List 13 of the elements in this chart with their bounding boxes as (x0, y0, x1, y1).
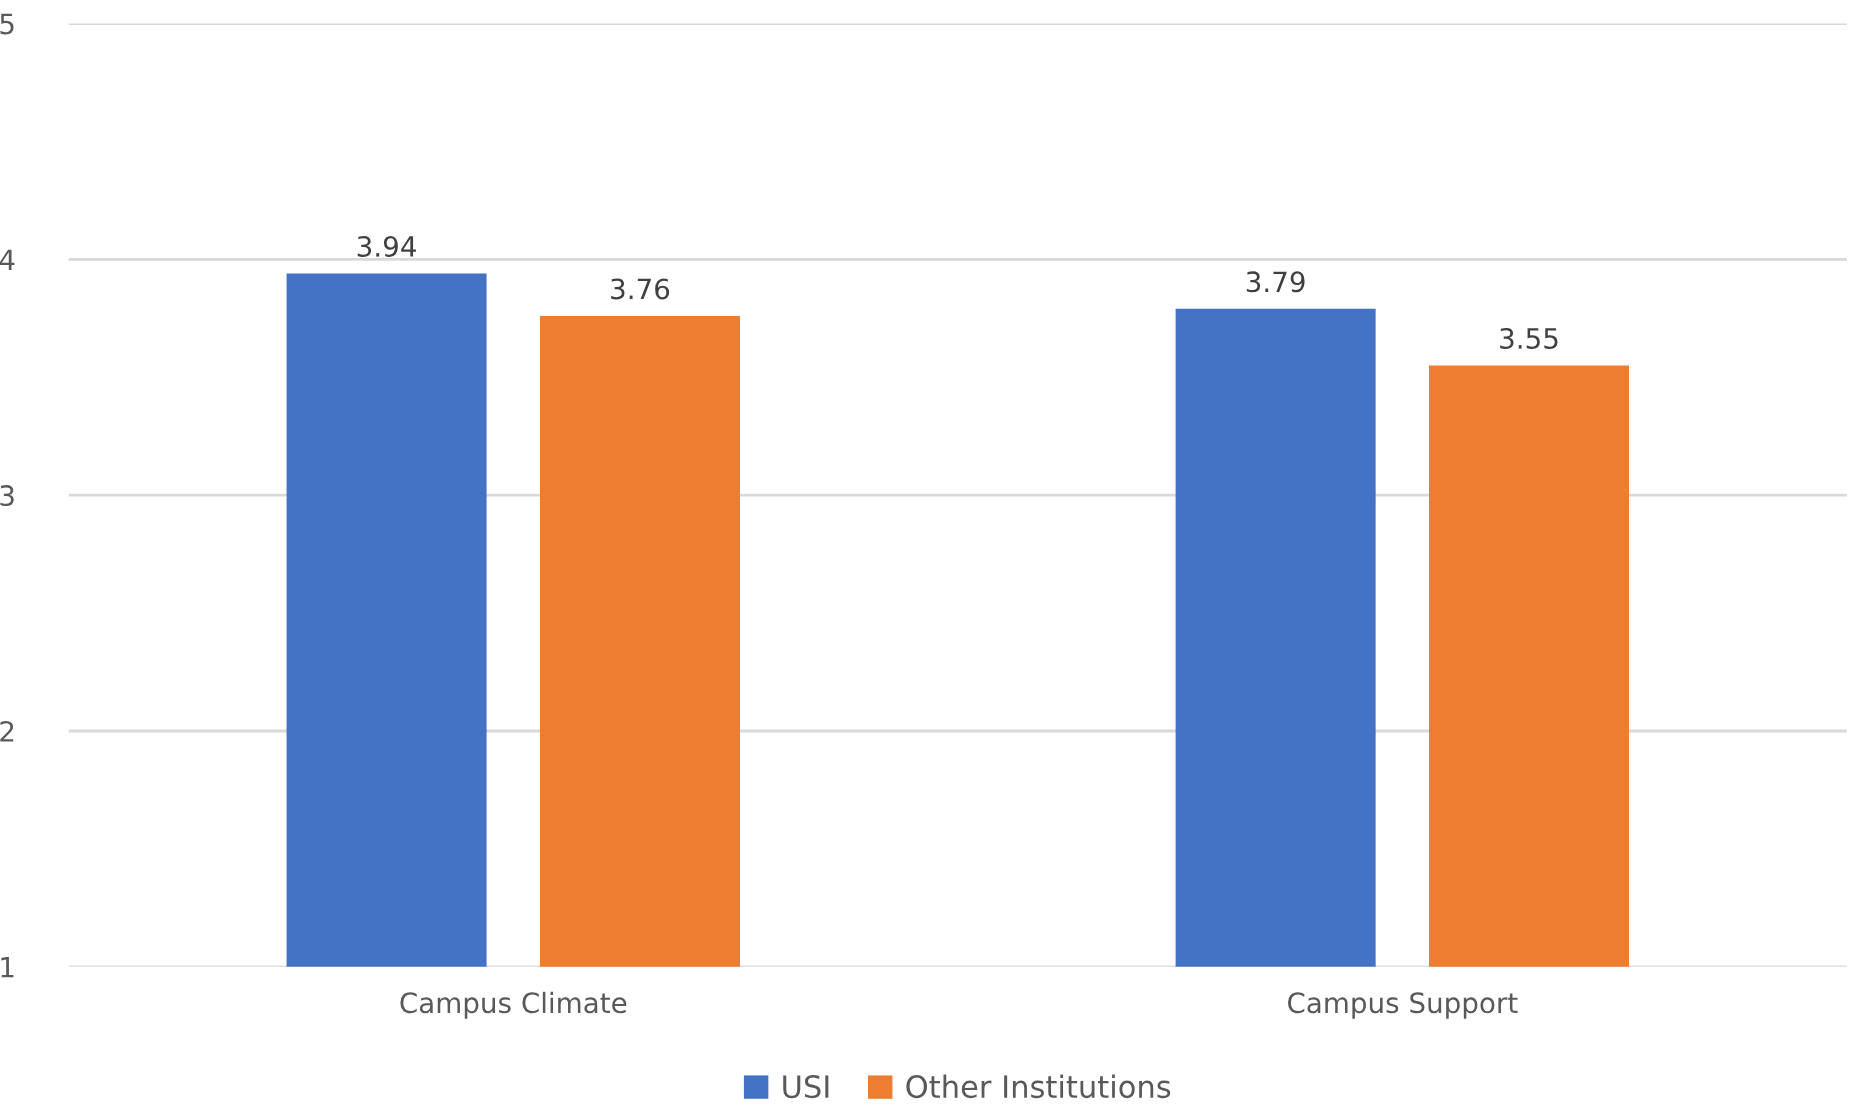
y-tick-label: 4 (0, 249, 15, 270)
y-tick-label: 1 (1, 957, 14, 978)
data-label: 3.55 (1500, 327, 1558, 349)
y-tick-label: 2 (0, 720, 14, 742)
data-label: 3.94 (357, 235, 416, 257)
y-tick-label: 3 (0, 485, 14, 507)
y-tick-label: 5 (0, 13, 14, 35)
x-tick-label: Campus Climate (400, 991, 627, 1019)
data-label: 3.76 (611, 278, 670, 300)
legend-label: USI (783, 1075, 829, 1099)
legend-label: Other Institutions (906, 1074, 1171, 1099)
data-label: 3.79 (1246, 271, 1305, 293)
x-tick-label: Campus Support (1287, 992, 1518, 1019)
